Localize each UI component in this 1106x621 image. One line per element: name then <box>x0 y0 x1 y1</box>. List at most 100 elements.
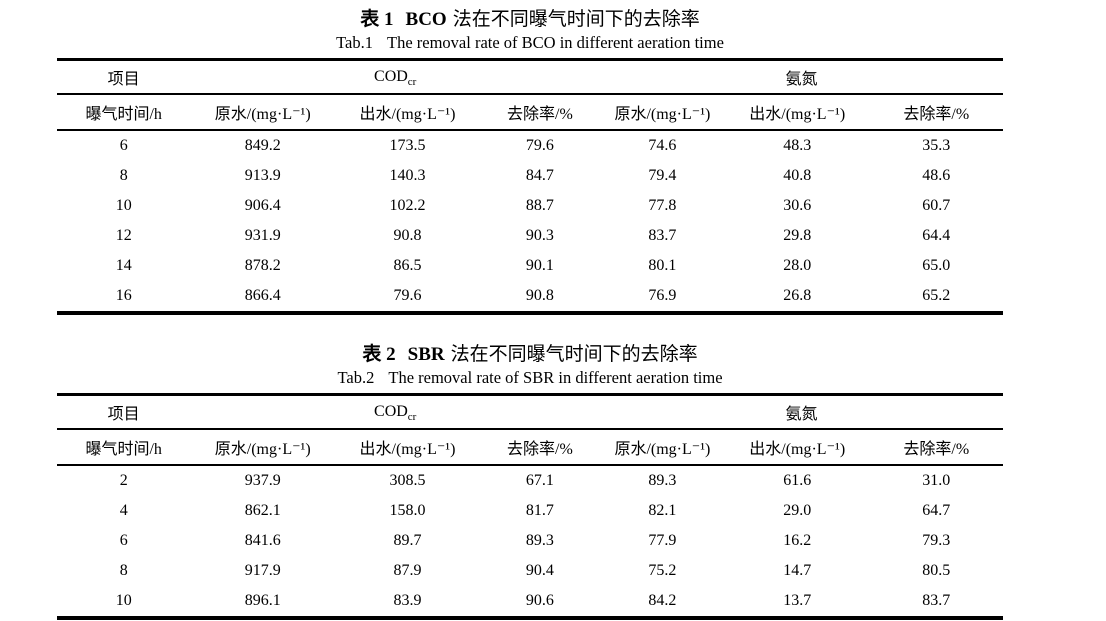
table-cell: 29.0 <box>783 502 812 519</box>
table-cell: 12 <box>115 227 132 244</box>
table1-column-header-row: 曝气时间/h 原水/(mg·L⁻¹) 出水/(mg·L⁻¹) 去除率/% 原水/… <box>57 94 1003 131</box>
table-cell: 6 <box>119 137 128 154</box>
table-cell: 16 <box>115 287 132 304</box>
column-header-aeration-time: 曝气时间/h <box>57 429 191 466</box>
table-cell: 76.9 <box>648 287 677 304</box>
table-cell: 862.1 <box>244 502 281 519</box>
table-row: 6 841.6 89.7 89.3 77.9 16.2 79.3 <box>57 526 1003 556</box>
table1-caption-en-label: Tab.1 <box>336 33 373 52</box>
column-header-cod-influent: 原水/(mg·L⁻¹) <box>190 94 336 131</box>
column-header-nh3-influent: 原水/(mg·L⁻¹) <box>599 94 725 131</box>
table2-caption-en: Tab.2 The removal rate of SBR in differen… <box>57 367 1003 389</box>
column-header-cod-influent: 原水/(mg·L⁻¹) <box>190 429 336 466</box>
table-cell: 102.2 <box>389 197 426 214</box>
table-cell: 10 <box>115 197 132 214</box>
table-cell: 89.7 <box>393 532 422 549</box>
table1-caption-zh-rest: 法在不同曝气时间下的去除率 <box>452 9 700 30</box>
cod-subscript: cr <box>407 76 417 89</box>
table-row: 10 896.1 83.9 90.6 84.2 13.7 83.7 <box>57 586 1003 618</box>
block-spacer <box>0 315 1106 342</box>
table-row: 16 866.4 79.6 90.8 76.9 26.8 65.2 <box>57 281 1003 313</box>
table-cell: 841.6 <box>244 532 281 549</box>
column-header-nh3-influent: 原水/(mg·L⁻¹) <box>599 429 725 466</box>
table-cell: 77.9 <box>648 532 677 549</box>
table-cell: 849.2 <box>244 137 281 154</box>
table-cell: 83.9 <box>393 592 422 609</box>
table2-caption-zh: 表 2 SBR 法在不同曝气时间下的去除率 <box>57 342 1003 367</box>
table-cell: 60.7 <box>922 197 951 214</box>
table-cell: 65.2 <box>922 287 951 304</box>
table-cell: 913.9 <box>244 167 281 184</box>
table-cell: 88.7 <box>525 197 554 214</box>
table-cell: 31.0 <box>922 472 951 489</box>
table-row: 4 862.1 158.0 81.7 82.1 29.0 64.7 <box>57 496 1003 526</box>
table-cell: 89.3 <box>648 472 677 489</box>
table-cell: 79.3 <box>922 532 951 549</box>
table-cell: 87.9 <box>393 562 422 579</box>
table-cell: 30.6 <box>783 197 812 214</box>
table2-block: 表 2 SBR 法在不同曝气时间下的去除率 Tab.2 The removal rat… <box>57 342 1003 620</box>
cod-label: COD <box>374 403 408 420</box>
table-row: 10 906.4 102.2 88.7 77.8 30.6 60.7 <box>57 191 1003 221</box>
table1: 项目 CODcr 氨氮 曝气时间/h 原水/(mg·L⁻¹) 出水/(mg·L⁻… <box>57 58 1003 315</box>
table-cell: 90.8 <box>525 287 554 304</box>
table-cell: 158.0 <box>389 502 426 519</box>
column-header-cod-removal: 去除率/% <box>479 94 600 131</box>
table-cell: 77.8 <box>648 197 677 214</box>
table-row: 8 917.9 87.9 90.4 75.2 14.7 80.5 <box>57 556 1003 586</box>
table-cell: 64.4 <box>922 227 951 244</box>
table-cell: 61.6 <box>783 472 812 489</box>
table-row: 12 931.9 90.8 90.3 83.7 29.8 64.4 <box>57 221 1003 251</box>
table-cell: 14.7 <box>783 562 812 579</box>
table-cell: 89.3 <box>525 532 554 549</box>
table-cell: 82.1 <box>648 502 677 519</box>
table1-block: 表 1 BCO 法在不同曝气时间下的去除率 Tab.1 The removal rat… <box>57 7 1003 315</box>
group-header-item: 项目 <box>57 59 191 95</box>
table1-group-header-row: 项目 CODcr 氨氮 <box>57 59 1003 95</box>
table-cell: 10 <box>115 592 132 609</box>
table-cell: 896.1 <box>244 592 281 609</box>
table-cell: 29.8 <box>783 227 812 244</box>
table-cell: 48.3 <box>783 137 812 154</box>
table2-column-header-row: 曝气时间/h 原水/(mg·L⁻¹) 出水/(mg·L⁻¹) 去除率/% 原水/… <box>57 429 1003 466</box>
table-cell: 65.0 <box>922 257 951 274</box>
column-header-nh3-removal: 去除率/% <box>869 94 1003 131</box>
table-cell: 917.9 <box>244 562 281 579</box>
table-row: 2 937.9 308.5 67.1 89.3 61.6 31.0 <box>57 465 1003 496</box>
table-cell: 8 <box>119 562 128 579</box>
table-cell: 906.4 <box>244 197 281 214</box>
table-cell: 83.7 <box>922 592 951 609</box>
table-cell: 13.7 <box>783 592 812 609</box>
table-cell: 81.7 <box>525 502 554 519</box>
table1-caption-zh-label: 表 1 <box>360 9 394 30</box>
table-cell: 140.3 <box>389 167 426 184</box>
table-cell: 84.7 <box>525 167 554 184</box>
table-row: 14 878.2 86.5 90.1 80.1 28.0 65.0 <box>57 251 1003 281</box>
table2-caption-zh-rest: 法在不同曝气时间下的去除率 <box>450 344 698 365</box>
table-cell: 16.2 <box>783 532 812 549</box>
group-header-ammonia: 氨氮 <box>599 59 1003 95</box>
table-cell: 74.6 <box>648 137 677 154</box>
table-cell: 878.2 <box>244 257 281 274</box>
table2-caption-en-text: The removal rate of SBR in different aer… <box>388 368 723 387</box>
table-cell: 308.5 <box>389 472 426 489</box>
table2-body: 2 937.9 308.5 67.1 89.3 61.6 31.0 4 862.1 158.0 81… <box>57 465 1003 618</box>
table2-caption-zh-label: 表 2 <box>362 344 396 365</box>
table-cell: 937.9 <box>244 472 281 489</box>
table-cell: 28.0 <box>783 257 812 274</box>
column-header-cod-effluent: 出水/(mg·L⁻¹) <box>335 429 480 466</box>
column-header-nh3-removal: 去除率/% <box>869 429 1003 466</box>
cod-subscript: cr <box>407 411 417 424</box>
table-cell: 4 <box>119 502 128 519</box>
table-cell: 80.5 <box>922 562 951 579</box>
group-header-cod: CODcr <box>190 59 600 95</box>
table-cell: 86.5 <box>393 257 422 274</box>
table-cell: 79.6 <box>525 137 554 154</box>
table-cell: 83.7 <box>648 227 677 244</box>
table-cell: 173.5 <box>389 137 426 154</box>
table-cell: 866.4 <box>244 287 281 304</box>
column-header-nh3-effluent: 出水/(mg·L⁻¹) <box>724 94 870 131</box>
table2-group-header-row: 项目 CODcr 氨氮 <box>57 394 1003 430</box>
table-cell: 84.2 <box>648 592 677 609</box>
